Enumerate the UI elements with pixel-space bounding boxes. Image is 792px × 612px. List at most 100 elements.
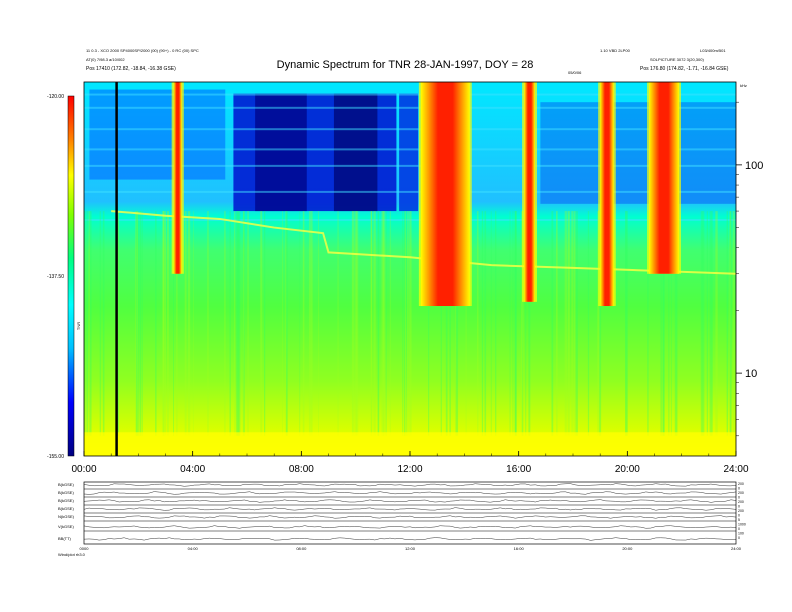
panel-right-tick: 1000 bbox=[738, 523, 746, 527]
texture-stripe bbox=[117, 211, 119, 436]
texture-stripe bbox=[302, 211, 305, 436]
y-tick-label: 100 bbox=[745, 160, 763, 172]
texture-stripe bbox=[700, 211, 703, 436]
texture-stripe bbox=[674, 211, 677, 436]
spectrogram-plot bbox=[84, 82, 736, 456]
panel-row-label: BB(TT) bbox=[58, 536, 72, 541]
texture-stripe bbox=[729, 211, 732, 436]
texture-stripe bbox=[495, 211, 497, 436]
header-center-label: 05/0/06 bbox=[568, 70, 582, 75]
x-tick-label: 20:00 bbox=[615, 464, 640, 475]
texture-stripe bbox=[675, 211, 678, 436]
header-right-line3: SOLPICTURE 3072 3(20,300) bbox=[650, 57, 704, 62]
texture-stripe bbox=[668, 211, 670, 436]
texture-stripe bbox=[409, 211, 412, 436]
texture-stripe bbox=[522, 211, 524, 436]
texture-stripe bbox=[89, 211, 92, 436]
panel-x-tick-label: 12:00 bbox=[405, 546, 416, 551]
texture-stripe bbox=[711, 211, 713, 436]
panel-x-tick-label: 24:00 bbox=[731, 546, 742, 551]
texture-stripe bbox=[243, 211, 245, 436]
y-unit-label: kHz bbox=[740, 83, 747, 88]
texture-stripe bbox=[308, 211, 310, 436]
texture-stripe bbox=[597, 211, 600, 436]
panel-right-tick: 200 bbox=[738, 482, 744, 486]
texture-stripe bbox=[625, 211, 628, 436]
texture-stripe bbox=[102, 211, 105, 436]
radio-burst bbox=[649, 82, 679, 274]
panel-x-tick-label: 04:00 bbox=[188, 546, 199, 551]
panel-trace bbox=[83, 483, 737, 487]
x-tick-label: 12:00 bbox=[397, 464, 422, 475]
header-left-line1: 11 0.3 - XCO 2000 SP4000SP/2000 (00) (90… bbox=[86, 48, 199, 53]
texture-stripe bbox=[389, 211, 391, 436]
panel-right-tick: 0 bbox=[738, 527, 740, 531]
y-tick-label: 10 bbox=[745, 368, 757, 380]
texture-stripe bbox=[238, 211, 241, 436]
texture-stripe bbox=[702, 211, 705, 436]
interference-band bbox=[84, 190, 736, 193]
texture-stripe bbox=[509, 211, 511, 436]
x-tick-label: 16:00 bbox=[506, 464, 531, 475]
panel-row-label: B(kGSE) bbox=[58, 498, 74, 503]
texture-stripe bbox=[377, 211, 379, 436]
texture-stripe bbox=[403, 211, 406, 436]
texture-stripe bbox=[575, 211, 578, 436]
panel-right-tick: 0 bbox=[738, 505, 740, 509]
texture-stripe bbox=[162, 211, 165, 436]
y-axis-ticks: 100 10 bbox=[736, 101, 763, 437]
chart-title: Dynamic Spectrum for TNR 28-JAN-1997, DO… bbox=[277, 59, 534, 71]
texture-stripe bbox=[242, 211, 244, 436]
texture-stripe bbox=[260, 211, 263, 436]
header-right-line2: L03/400m/501 bbox=[700, 48, 726, 53]
texture-stripe bbox=[567, 211, 569, 436]
texture-stripe bbox=[525, 211, 527, 436]
key-parameter-panels: B(kGSE) B(kGSE) B(kGSE) B(kGSE) N(kGSE) V(kGS… bbox=[58, 481, 746, 551]
panel-right-tick: 0 bbox=[738, 496, 740, 500]
texture-stripe bbox=[377, 211, 380, 436]
panel-x-tick-label: 16:00 bbox=[514, 546, 525, 551]
interference-band bbox=[84, 106, 736, 109]
colorbar-tick-label: -120.00 bbox=[47, 94, 64, 100]
texture-stripe bbox=[166, 211, 169, 436]
texture-stripe bbox=[521, 211, 524, 436]
texture-stripe bbox=[556, 211, 558, 436]
texture-stripe bbox=[662, 211, 665, 436]
texture-stripe bbox=[477, 211, 479, 436]
texture-stripe bbox=[192, 211, 194, 436]
panel-trace bbox=[83, 525, 737, 529]
texture-stripe bbox=[187, 211, 191, 436]
x-tick-label: 24:00 bbox=[723, 464, 748, 475]
texture-stripe bbox=[449, 211, 451, 436]
texture-stripe bbox=[137, 211, 138, 436]
texture-stripe bbox=[385, 211, 387, 436]
radio-burst bbox=[524, 82, 535, 302]
header-right-position: Pos 176.80 (174.82, -1.71, -16.84 GSE) bbox=[640, 66, 729, 72]
interference-band bbox=[84, 128, 736, 131]
texture-stripe bbox=[551, 211, 554, 436]
interference-band bbox=[84, 218, 736, 221]
panel-trace bbox=[83, 515, 737, 519]
panel-right-tick: 200 bbox=[738, 491, 744, 495]
panel-trace bbox=[83, 537, 737, 541]
texture-stripe bbox=[285, 211, 288, 436]
texture-stripe bbox=[310, 211, 313, 436]
texture-stripe bbox=[568, 211, 571, 436]
texture-stripe bbox=[282, 211, 283, 436]
texture-stripe bbox=[173, 211, 174, 436]
header-left-line2: AT(0) 7/98.3 a/10/002 bbox=[86, 57, 125, 62]
colorbar: -120.00 -137.50 -155.00 TNR bbox=[47, 94, 81, 460]
x-axis-ticks: 00:00 04:00 08:00 12:00 16:00 20:00 24:00 bbox=[71, 451, 749, 475]
x-tick-label: 08:00 bbox=[289, 464, 314, 475]
texture-stripe bbox=[729, 211, 732, 436]
radio-burst bbox=[173, 82, 182, 274]
texture-stripe bbox=[318, 211, 319, 436]
texture-stripe bbox=[382, 211, 386, 436]
texture-stripe bbox=[625, 211, 627, 436]
texture-stripe bbox=[445, 211, 448, 436]
texture-stripe bbox=[512, 211, 514, 436]
texture-stripe bbox=[404, 211, 406, 436]
panel-trace bbox=[83, 491, 737, 495]
panel-right-tick: 0 bbox=[738, 514, 740, 518]
texture-stripe bbox=[565, 211, 567, 436]
